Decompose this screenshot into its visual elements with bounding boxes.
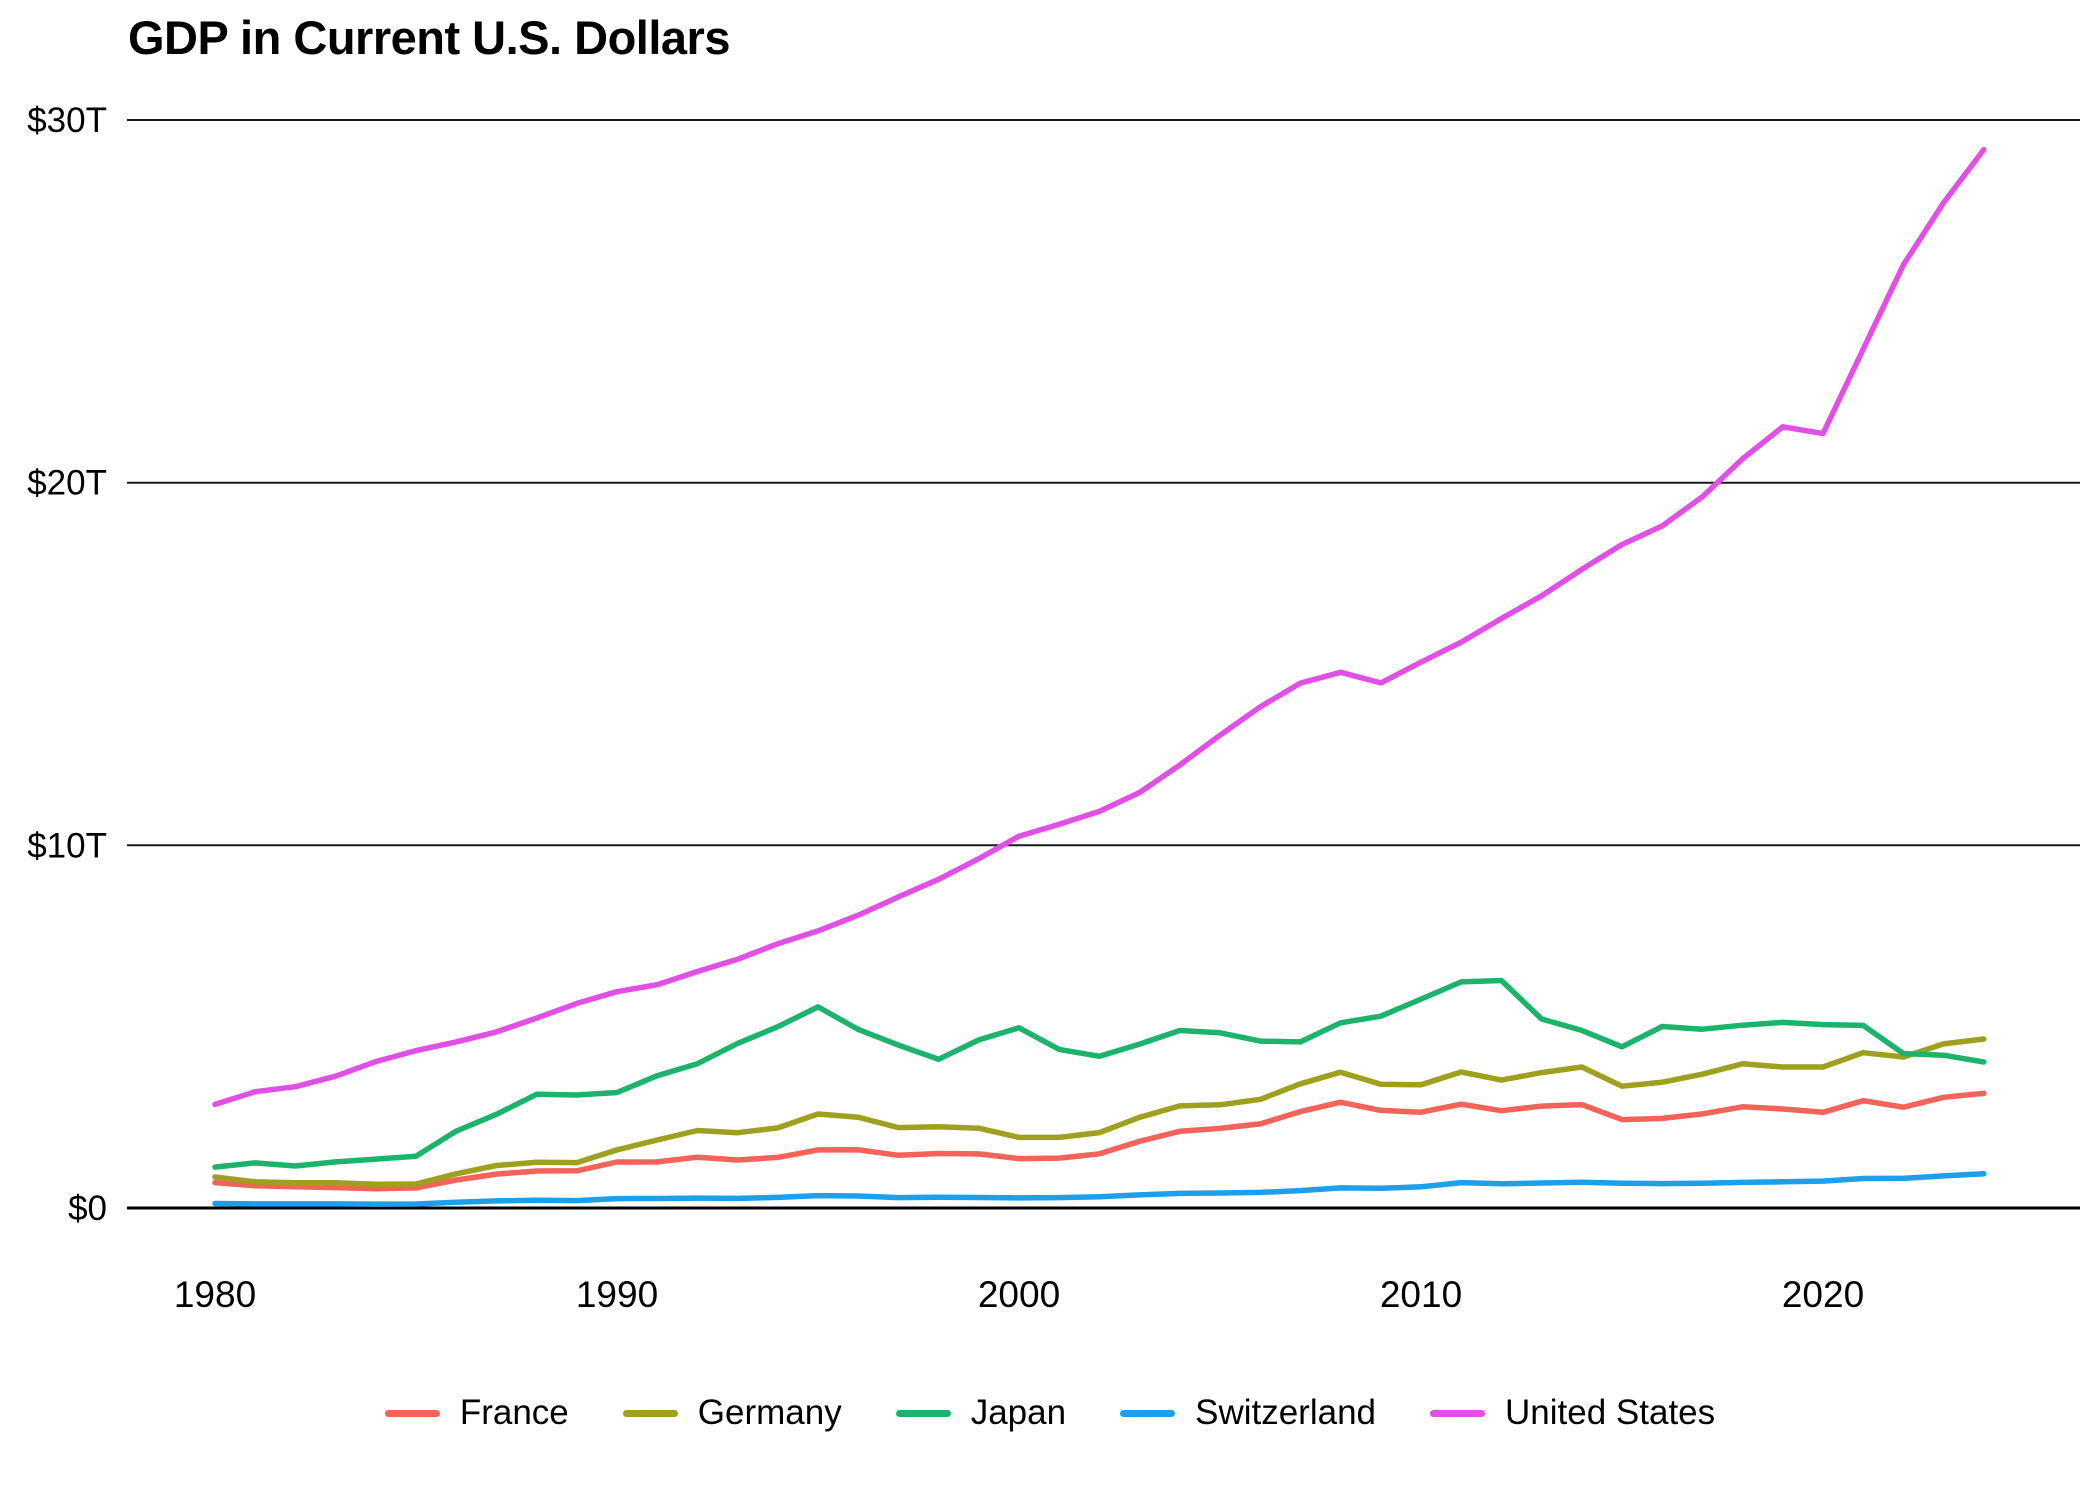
legend-swatch-japan (895, 1409, 951, 1417)
y-axis-labels: $30T $20T $10T $0 (27, 101, 107, 1228)
x-tick-label: 1990 (576, 1274, 658, 1315)
x-tick-label: 2020 (1782, 1274, 1864, 1315)
legend-label-japan: Japan (970, 1393, 1067, 1432)
series-line-japan (212, 977, 1987, 1170)
legend-item-united-states: United States (1430, 1393, 1715, 1433)
series-line-united-states (212, 146, 1987, 1108)
legend-swatch-switzerland (1120, 1409, 1176, 1417)
x-tick-label: 2010 (1380, 1274, 1462, 1315)
legend-label-france: France (459, 1393, 569, 1432)
series-line-switzerland (212, 1171, 1987, 1207)
legend-item-switzerland: Switzerland (1120, 1393, 1376, 1433)
y-tick-label: $0 (68, 1189, 107, 1228)
y-tick-label: $10T (27, 826, 107, 865)
legend: France Germany Japan Switzerland United … (0, 1393, 2100, 1433)
legend-label-united-states: United States (1505, 1393, 1716, 1432)
legend-item-germany: Germany (622, 1393, 842, 1433)
legend-label-germany: Germany (697, 1393, 842, 1432)
series-line-germany (212, 1036, 1987, 1188)
y-tick-label: $30T (27, 101, 107, 140)
series-line-france (212, 1090, 1987, 1192)
legend-swatch-germany (622, 1409, 678, 1417)
legend-label-switzerland: Switzerland (1195, 1393, 1377, 1432)
legend-swatch-france (384, 1409, 440, 1417)
gridlines (127, 119, 2080, 1210)
x-axis-labels: 1980 1990 2000 2010 2020 (174, 1274, 1864, 1315)
x-tick-label: 1980 (174, 1274, 256, 1315)
legend-swatch-united-states (1430, 1409, 1486, 1417)
y-tick-label: $20T (27, 464, 107, 503)
chart-title: GDP in Current U.S. Dollars (128, 11, 730, 64)
series-lines (212, 146, 1987, 1207)
x-tick-label: 2000 (978, 1274, 1060, 1315)
legend-item-france: France (384, 1393, 569, 1433)
legend-item-japan: Japan (895, 1393, 1067, 1433)
